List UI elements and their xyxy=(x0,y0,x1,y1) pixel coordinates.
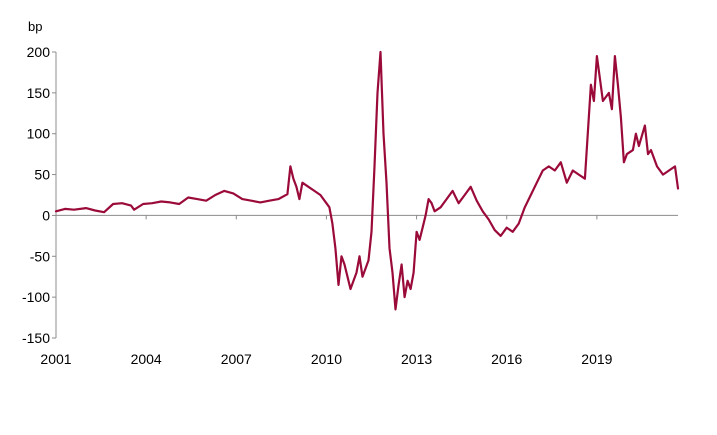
series-line xyxy=(54,50,680,311)
y-tick-label: -150 xyxy=(22,330,50,346)
x-tick-label: 2016 xyxy=(491,351,522,367)
series-group xyxy=(54,50,680,311)
y-tick-label: -100 xyxy=(22,289,50,305)
x-tick-label: 2007 xyxy=(221,351,252,367)
x-axis: 2001 2004 2007 2010 2013 2016 2019 xyxy=(40,214,678,367)
x-tick-label: 2001 xyxy=(40,351,71,367)
y-tick-label: 100 xyxy=(27,126,51,142)
y-tick-label: 150 xyxy=(27,85,51,101)
y-axis-unit-label: bp xyxy=(28,19,42,34)
x-tick-label: 2019 xyxy=(581,351,612,367)
y-tick-label: 200 xyxy=(27,44,51,60)
y-tick-label: 0 xyxy=(42,207,50,223)
x-tick-label: 2010 xyxy=(311,351,342,367)
y-tick-label: -50 xyxy=(30,248,50,264)
y-tick-label: 50 xyxy=(34,167,50,183)
y-axis: -150 -100 -50 0 50 100 150 200 xyxy=(22,44,57,346)
x-tick-label: 2004 xyxy=(131,351,162,367)
x-tick-label: 2013 xyxy=(401,351,432,367)
